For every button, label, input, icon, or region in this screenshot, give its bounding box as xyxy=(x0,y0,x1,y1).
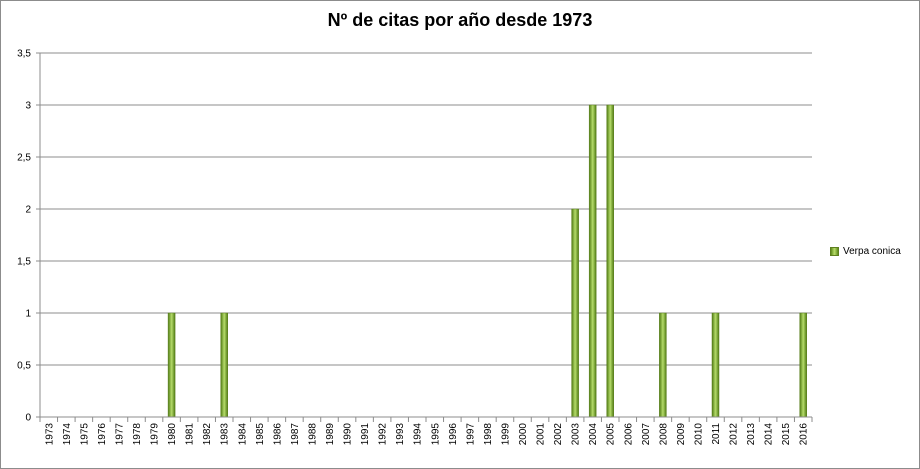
x-tick-label: 2010 xyxy=(693,423,704,446)
bar xyxy=(220,312,228,418)
x-tick-label: 2006 xyxy=(623,423,634,446)
x-tick-label: 1990 xyxy=(343,423,354,446)
x-tick-label: 1987 xyxy=(290,423,301,446)
x-tick-label: 1984 xyxy=(237,423,248,446)
x-tick-label: 2012 xyxy=(729,423,740,446)
y-tick-label: 3 xyxy=(25,101,31,112)
x-tick-label: 1985 xyxy=(255,423,266,446)
x-tick-label: 2009 xyxy=(676,423,687,446)
legend-swatch xyxy=(830,247,839,256)
x-tick-label: 2011 xyxy=(711,423,722,445)
legend-label: Verpa conica xyxy=(843,246,901,257)
bar xyxy=(606,104,614,418)
legend: Verpa conica xyxy=(830,246,901,257)
x-tick-label: 1995 xyxy=(430,423,441,446)
x-tick-label: 2013 xyxy=(746,423,757,446)
x-tick-label: 1975 xyxy=(79,423,90,446)
x-tick-label: 2014 xyxy=(764,423,775,446)
x-tick-label: 1973 xyxy=(44,423,55,446)
x-tick-label: 2008 xyxy=(658,423,669,446)
x-tick-label: 2001 xyxy=(536,423,547,446)
x-tick-label: 1977 xyxy=(114,423,125,446)
bar xyxy=(659,312,667,418)
y-tick-label: 3,5 xyxy=(17,49,31,60)
x-tick-label: 2016 xyxy=(799,423,810,446)
y-tick-label: 0 xyxy=(25,413,31,424)
bar xyxy=(167,312,176,418)
x-tick-label: 2004 xyxy=(588,423,599,446)
x-tick-label: 1999 xyxy=(500,423,511,446)
y-tick-label: 1 xyxy=(25,309,31,320)
x-tick-label: 1983 xyxy=(220,423,231,446)
x-tick-label: 2000 xyxy=(518,423,529,446)
bar xyxy=(588,104,597,418)
bar xyxy=(571,208,579,418)
x-tick-label: 2002 xyxy=(553,423,564,446)
x-tick-label: 2015 xyxy=(781,423,792,446)
x-tick-label: 1981 xyxy=(185,423,196,446)
y-tick-label: 0,5 xyxy=(17,361,31,372)
x-tick-label: 1978 xyxy=(132,423,143,446)
x-tick-label: 1976 xyxy=(97,423,108,446)
y-tick-label: 2 xyxy=(25,205,31,216)
x-tick-label: 1974 xyxy=(62,423,73,446)
chart-title: Nº de citas por año desde 1973 xyxy=(327,10,593,30)
y-tick-label: 2,5 xyxy=(17,153,31,164)
x-tick-label: 1982 xyxy=(202,423,213,446)
x-tick-label: 1998 xyxy=(483,423,494,446)
bar xyxy=(799,312,807,418)
x-tick-label: 1996 xyxy=(448,423,459,446)
bar xyxy=(711,312,720,418)
x-tick-label: 1986 xyxy=(272,423,283,446)
x-tick-label: 1997 xyxy=(465,423,476,446)
x-tick-label: 2003 xyxy=(571,423,582,446)
x-tick-label: 1993 xyxy=(395,423,406,446)
x-tick-label: 1989 xyxy=(325,423,336,446)
x-tick-label: 1992 xyxy=(378,423,389,446)
y-tick-label: 1,5 xyxy=(17,257,31,268)
x-tick-label: 1988 xyxy=(307,423,318,446)
x-tick-label: 2005 xyxy=(606,423,617,446)
x-tick-label: 1991 xyxy=(360,423,371,446)
x-tick-label: 1994 xyxy=(413,423,424,446)
x-tick-label: 2007 xyxy=(641,423,652,446)
x-tick-label: 1979 xyxy=(150,423,161,446)
x-tick-label: 1980 xyxy=(167,423,178,446)
